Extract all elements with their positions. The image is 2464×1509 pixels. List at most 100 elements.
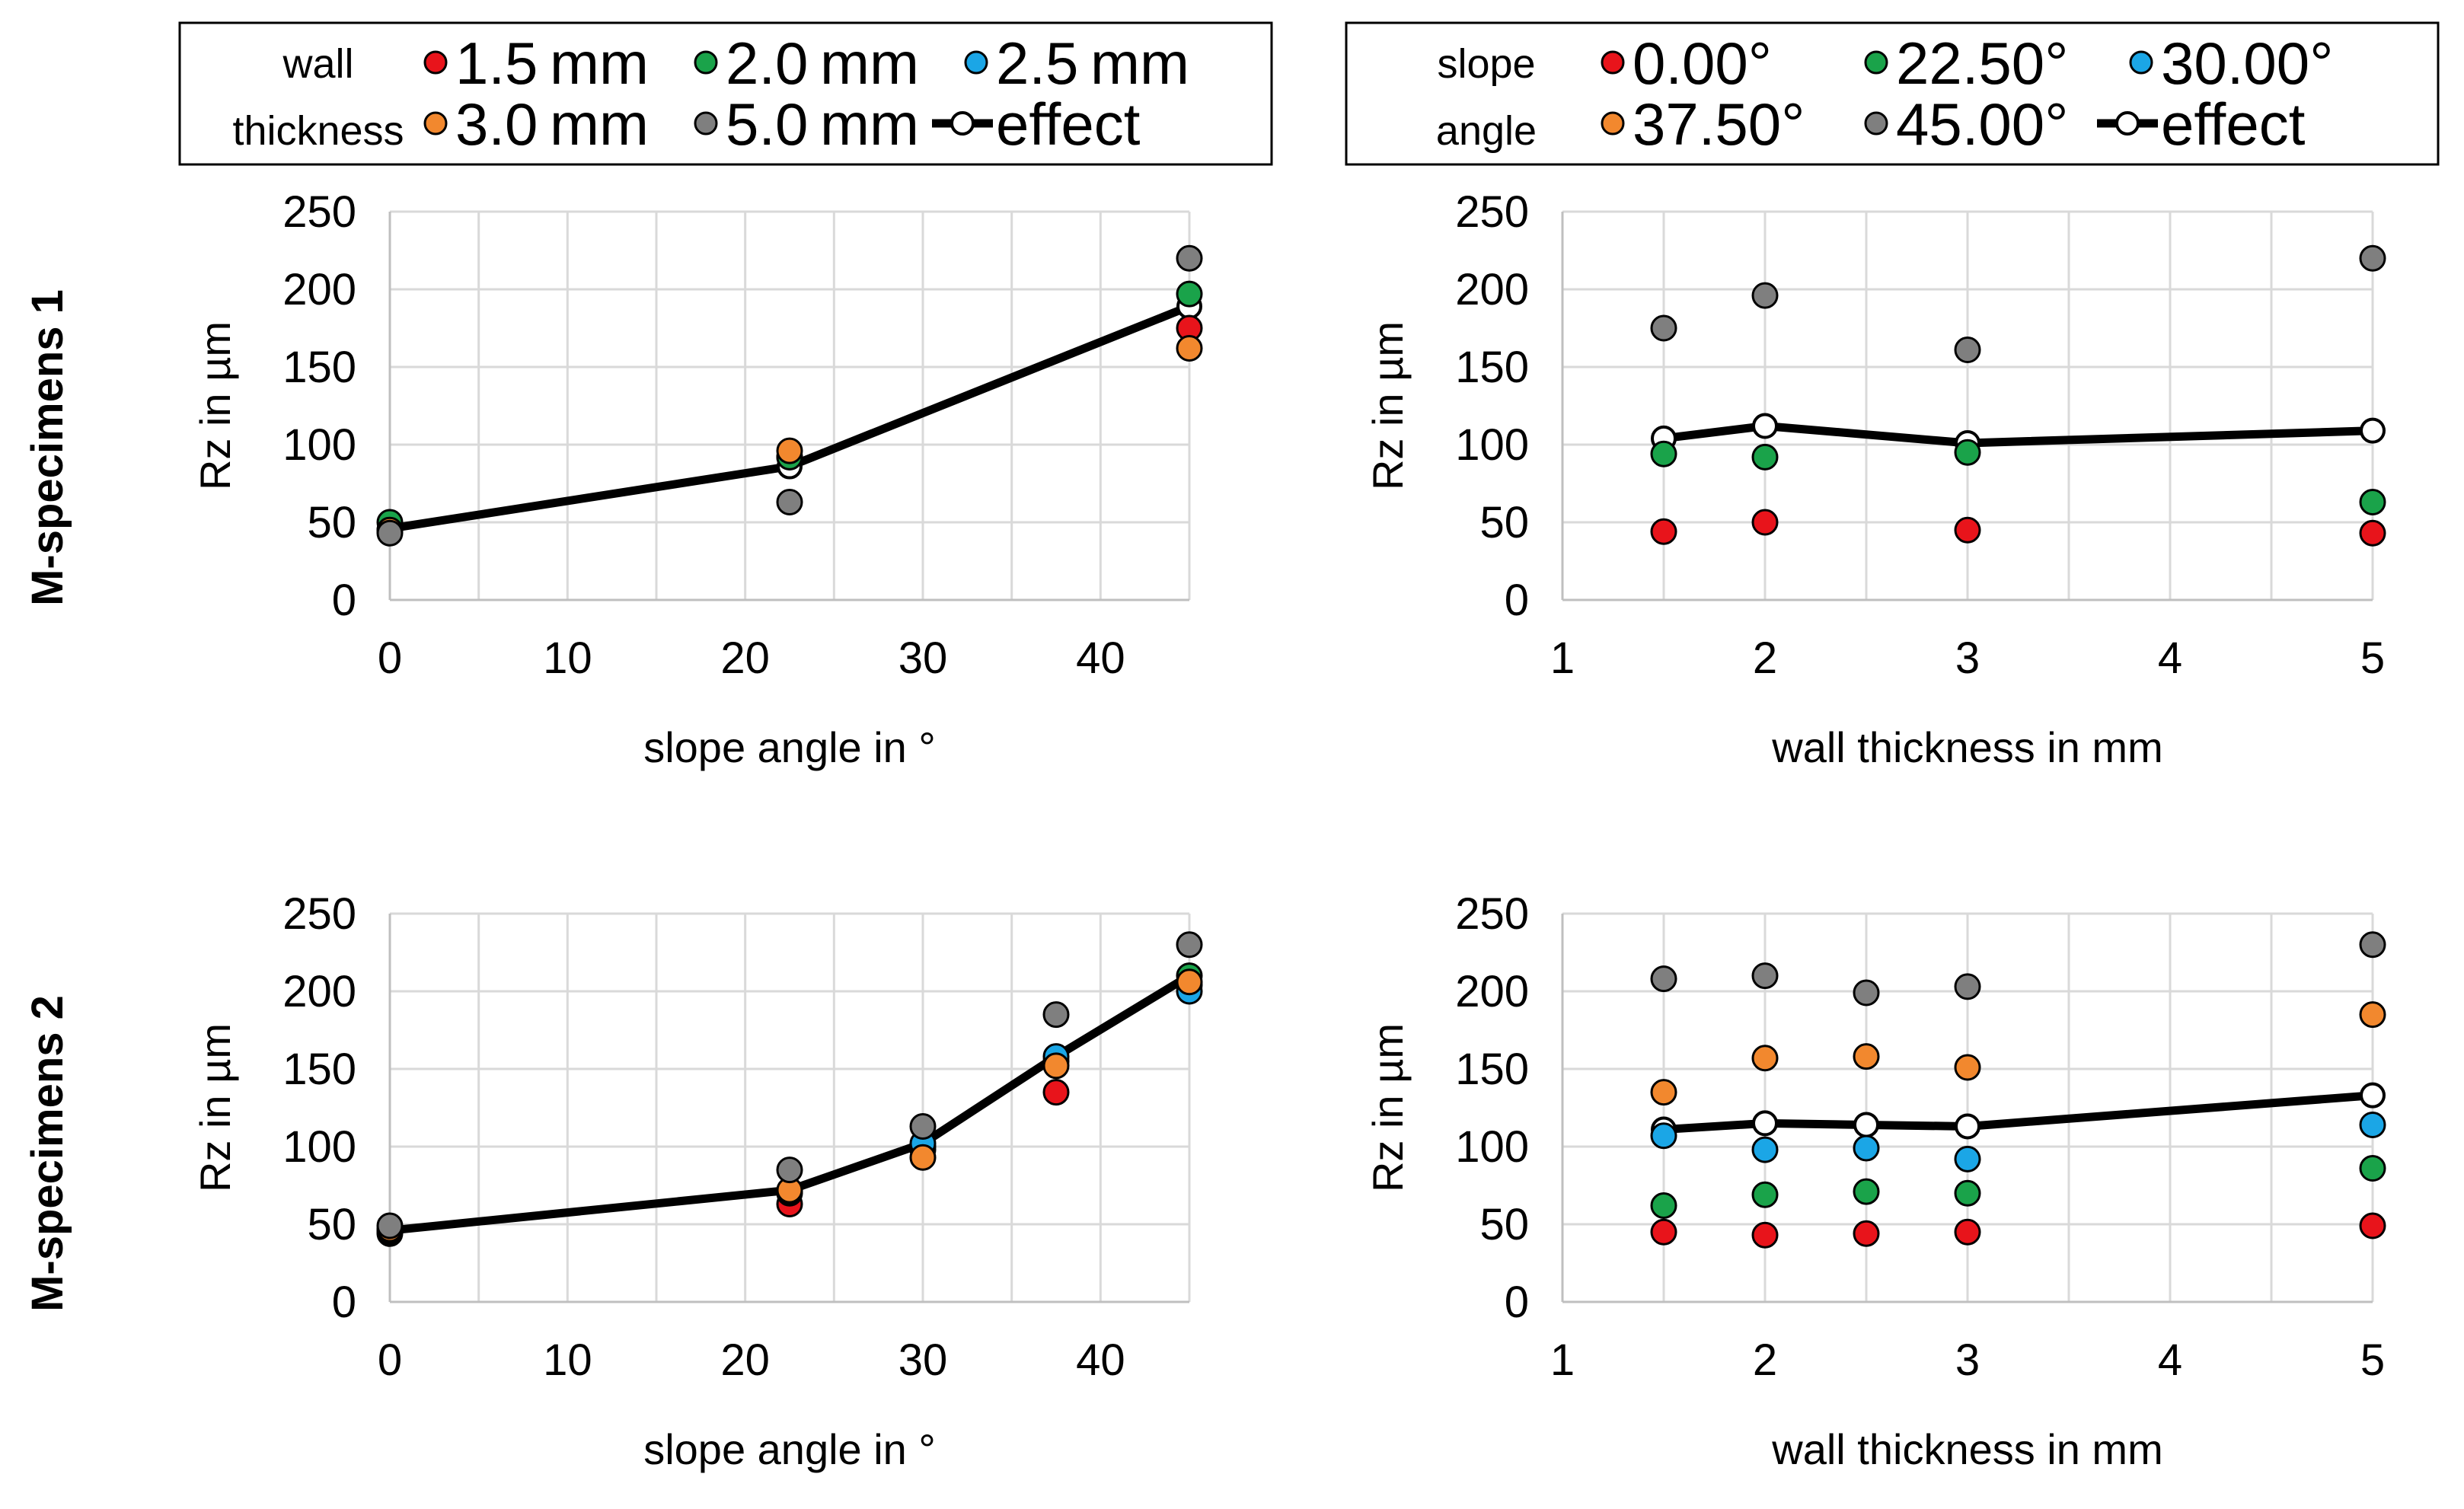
data-point [1954, 973, 1981, 1000]
x-tick-label: 20 [720, 1335, 770, 1385]
x-tick-label: 10 [543, 1335, 592, 1385]
data-point [2359, 1155, 2386, 1182]
legend-item: 2.0 mm [694, 30, 919, 97]
x-tick-label: 5 [2360, 633, 2385, 683]
data-point [1751, 1221, 1779, 1249]
data-point [1954, 439, 1981, 466]
data-point [2359, 931, 2386, 959]
data-point [1650, 1122, 1677, 1150]
x-axis-label: wall thickness in mm [1771, 723, 2162, 771]
x-tick-label: 3 [1955, 633, 1980, 683]
legend-item: 5.0 mm [694, 91, 919, 158]
data-point [1853, 1134, 1880, 1162]
y-tick-label: 50 [1479, 1200, 1529, 1249]
data-point [1650, 965, 1677, 993]
data-point [1954, 516, 1981, 544]
y-tick-label: 250 [1455, 889, 1529, 939]
row-labels: M-specimens 1 M-specimens 2 [23, 289, 72, 1312]
legend-marker [694, 111, 718, 136]
y-tick-label: 100 [1455, 420, 1529, 470]
data-point [1751, 443, 1779, 471]
y-tick-label: 0 [332, 1278, 356, 1327]
y-axis-label: Rz in µm [1364, 321, 1412, 490]
effect-line [1663, 422, 2373, 448]
y-tick-label: 250 [1455, 187, 1529, 237]
series [1650, 439, 2386, 515]
x-axis-label: slope angle in ° [643, 1425, 936, 1473]
legend-item: 37.50° [1601, 91, 1805, 158]
x-tick-label: 0 [378, 633, 402, 683]
data-point [376, 519, 404, 547]
legend-item: 45.00° [1864, 91, 2068, 158]
y-tick-label: 150 [282, 343, 356, 392]
legend-item: 3.0 mm [423, 91, 649, 158]
data-point [1751, 1045, 1779, 1072]
data-point [909, 1112, 937, 1140]
x-tick-label: 0 [378, 1335, 402, 1385]
legend-title-line: slope [1437, 41, 1535, 87]
x-tick-label: 2 [1753, 633, 1777, 683]
data-point [1176, 335, 1203, 362]
chart-1: 0 50 100 150 200 250 0 10 20 30 40 slope angle in °… [191, 187, 1203, 771]
legend-item-label: 1.5 mm [455, 30, 649, 97]
effect-point [1955, 1113, 1980, 1140]
effect-point [1752, 413, 1778, 439]
x-tick-label: 3 [1955, 1335, 1980, 1385]
legend-marker [423, 50, 448, 75]
data-point [1176, 244, 1203, 272]
data-point [1650, 440, 1677, 467]
y-tick-label: 150 [282, 1045, 356, 1094]
data-point [1954, 1218, 1981, 1246]
effect-point [2360, 1082, 2386, 1109]
data-point [1176, 968, 1203, 996]
legend-item: effect [2097, 91, 2306, 158]
y-tick-label: 200 [1455, 967, 1529, 1016]
data-point [1853, 1178, 1880, 1205]
legend-frame [178, 21, 1273, 166]
gridlines [390, 912, 1191, 1303]
data-point [1751, 509, 1779, 536]
series [1650, 931, 2386, 1007]
x-tick-label: 20 [720, 633, 770, 683]
gridlines [390, 210, 1191, 601]
series [1650, 1212, 2386, 1249]
data-point [1954, 1054, 1981, 1081]
y-tick-label: 100 [1455, 1122, 1529, 1172]
legend-2: slope angle 0.00° 22.50° 30.00° 37.50° 45.00° e… [1345, 21, 2440, 166]
legend-item: 1.5 mm [423, 30, 649, 97]
chart-4: 0 50 100 150 200 250 1 2 3 4 5 wall thickness in mm… [1364, 889, 2386, 1473]
legend-item-label: 3.0 mm [455, 91, 649, 158]
effect-point [2360, 417, 2386, 444]
x-tick-label: 2 [1753, 1335, 1777, 1385]
x-tick-label: 40 [1076, 633, 1125, 683]
data-point [1650, 1079, 1677, 1106]
data-point [2359, 519, 2386, 547]
series [1650, 1111, 2386, 1172]
data-point [1650, 314, 1677, 342]
legend-item: 0.00° [1601, 30, 1772, 97]
data-point [1650, 1218, 1677, 1246]
data-point [2359, 488, 2386, 515]
data-point [1954, 337, 1981, 364]
chart-2: 0 50 100 150 200 250 1 2 3 4 5 wall thickness in mm… [1364, 187, 2386, 771]
data-point [1042, 1001, 1070, 1029]
row-label: M-specimens 2 [23, 995, 72, 1312]
legend-item-label: effect [996, 91, 1141, 158]
data-point [776, 437, 803, 464]
legend-item-label: 22.50° [1896, 30, 2068, 97]
legend-title-line: wall [282, 41, 353, 87]
effect-point [1752, 1110, 1778, 1137]
effect-point [1853, 1112, 1879, 1138]
legend-marker [1601, 111, 1625, 136]
data-point [1650, 518, 1677, 545]
data-point [776, 1156, 803, 1184]
y-tick-label: 150 [1455, 1045, 1529, 1094]
data-point [1650, 1192, 1677, 1220]
data-point [1042, 1079, 1070, 1106]
legend-item-label: 2.0 mm [726, 30, 919, 97]
data-point [2359, 1212, 2386, 1239]
y-tick-label: 100 [282, 420, 356, 470]
series [1650, 1155, 2386, 1220]
x-tick-label: 40 [1076, 1335, 1125, 1385]
